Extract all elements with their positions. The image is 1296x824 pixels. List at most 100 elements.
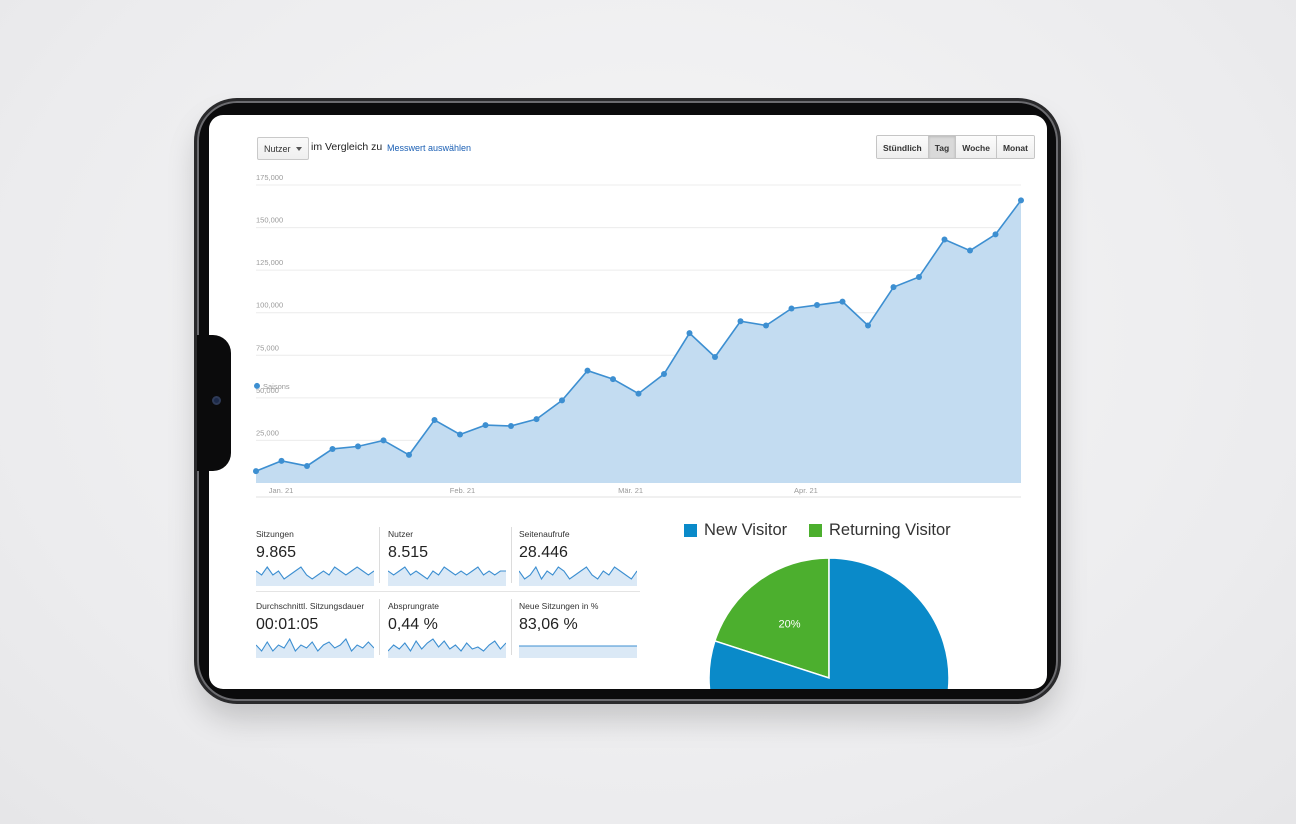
pie-data-label: 20% bbox=[778, 619, 800, 631]
period-day-button[interactable]: Tag bbox=[928, 136, 957, 158]
chevron-down-icon bbox=[296, 147, 302, 151]
y-tick-label: 150,000 bbox=[256, 216, 283, 225]
kpi-bounce-rate[interactable]: Absprungrate 0,44 % bbox=[388, 601, 514, 663]
compare-text: im Vergleich zu bbox=[311, 141, 383, 153]
legend-swatch bbox=[684, 524, 697, 537]
y-tick-label: 175,000 bbox=[256, 173, 283, 182]
kpi-label: Seitenaufrufe bbox=[519, 529, 570, 539]
kpi-sparkline bbox=[388, 638, 506, 658]
y-tick-label: 125,000 bbox=[256, 258, 283, 267]
pie-slice-new-visitor[interactable] bbox=[708, 557, 950, 689]
sparkline-line bbox=[256, 566, 374, 580]
kpi-label: Neue Sitzungen in % bbox=[519, 601, 599, 611]
data-point[interactable] bbox=[737, 318, 744, 325]
metric-select[interactable]: Nutzer bbox=[257, 137, 309, 160]
y-tick-label: 100,000 bbox=[256, 301, 283, 310]
data-point[interactable] bbox=[712, 353, 718, 360]
analytics-screen: Nutzer im Vergleich zu Messwert auswähle… bbox=[209, 115, 1047, 689]
sparkline-line bbox=[256, 638, 374, 652]
kpi-divider bbox=[511, 599, 512, 655]
data-point[interactable] bbox=[788, 305, 795, 312]
legend-swatch bbox=[809, 524, 822, 537]
kpi-users[interactable]: Nutzer 8.515 bbox=[388, 529, 514, 591]
data-point[interactable] bbox=[865, 322, 871, 329]
period-hourly-button[interactable]: Stündlich bbox=[877, 136, 929, 158]
x-tick-label: Jan. 21 bbox=[269, 486, 294, 495]
data-point[interactable] bbox=[686, 330, 693, 337]
kpi-new-sessions[interactable]: Neue Sitzungen in % 83,06 % bbox=[519, 601, 645, 663]
kpi-sparkline bbox=[388, 566, 506, 586]
data-point[interactable] bbox=[992, 231, 999, 238]
data-point[interactable] bbox=[890, 284, 897, 291]
data-point[interactable] bbox=[916, 273, 922, 280]
sparkline-fill bbox=[256, 567, 374, 586]
kpi-sparkline bbox=[256, 638, 374, 658]
sparkline-line bbox=[388, 638, 506, 653]
data-point[interactable] bbox=[1018, 197, 1024, 204]
data-point[interactable] bbox=[278, 457, 285, 464]
data-point[interactable] bbox=[763, 322, 769, 329]
data-point[interactable] bbox=[457, 431, 463, 438]
kpi-value: 83,06 % bbox=[519, 616, 578, 633]
data-point[interactable] bbox=[635, 390, 642, 397]
area-fill bbox=[256, 200, 1021, 483]
visitor-pie-chart: 20% bbox=[708, 557, 950, 689]
kpi-row-divider bbox=[256, 591, 640, 592]
data-point[interactable] bbox=[482, 422, 489, 429]
data-point[interactable] bbox=[304, 462, 310, 469]
x-tick-label: Feb. 21 bbox=[450, 486, 475, 495]
metric-select-value: Nutzer bbox=[264, 144, 291, 154]
kpi-avg-session-duration[interactable]: Durchschnittl. Sitzungsdauer 00:01:05 bbox=[256, 601, 382, 663]
data-point[interactable] bbox=[610, 376, 616, 383]
sparkline-fill bbox=[388, 639, 506, 658]
data-point[interactable] bbox=[329, 445, 336, 452]
data-point[interactable] bbox=[533, 416, 540, 423]
legend-marker bbox=[254, 382, 260, 389]
kpi-divider bbox=[511, 527, 512, 583]
kpi-divider bbox=[379, 527, 380, 583]
kpi-value: 0,44 % bbox=[388, 616, 438, 633]
y-tick-label: 75,000 bbox=[256, 343, 279, 352]
data-point[interactable] bbox=[431, 416, 438, 423]
y-tick-label: 50,000 bbox=[256, 386, 279, 395]
kpi-value: 8.515 bbox=[388, 544, 429, 561]
kpi-pageviews[interactable]: Seitenaufrufe 28.446 bbox=[519, 529, 645, 591]
kpi-divider bbox=[379, 599, 380, 655]
data-point[interactable] bbox=[380, 437, 387, 444]
legend-label: Returning Visitor bbox=[829, 521, 951, 539]
kpi-value: 00:01:05 bbox=[256, 616, 319, 633]
kpi-sparkline bbox=[519, 566, 637, 586]
kpi-sparkline bbox=[256, 566, 374, 586]
pie-legend-new-visitor: New Visitor bbox=[684, 521, 787, 540]
data-point[interactable] bbox=[584, 367, 591, 374]
kpi-sessions[interactable]: Sitzungen 9.865 bbox=[256, 529, 382, 591]
kpi-label: Nutzer bbox=[388, 529, 414, 539]
data-point[interactable] bbox=[559, 397, 565, 404]
y-tick-label: 25,000 bbox=[256, 428, 279, 437]
sparkline-fill bbox=[519, 567, 637, 586]
select-metric-link[interactable]: Messwert auswählen bbox=[387, 143, 472, 153]
data-point[interactable] bbox=[941, 236, 948, 243]
kpi-label: Absprungrate bbox=[388, 601, 440, 611]
data-point[interactable] bbox=[508, 422, 514, 429]
data-point[interactable] bbox=[839, 298, 846, 305]
kpi-label: Sitzungen bbox=[256, 529, 294, 539]
data-point[interactable] bbox=[814, 302, 820, 309]
sparkline-line bbox=[519, 566, 637, 581]
pie-slice-returning-visitor[interactable] bbox=[713, 557, 830, 680]
period-week-button[interactable]: Woche bbox=[956, 136, 997, 158]
sparkline-fill bbox=[519, 646, 637, 658]
data-point[interactable] bbox=[253, 468, 259, 475]
period-month-button[interactable]: Monat bbox=[996, 136, 1034, 158]
sparkline-fill bbox=[388, 567, 506, 586]
legend-label: Saisons bbox=[263, 382, 290, 391]
data-point[interactable] bbox=[406, 451, 412, 458]
kpi-label: Durchschnittl. Sitzungsdauer bbox=[256, 601, 365, 611]
data-point[interactable] bbox=[967, 247, 973, 254]
pie-legend-returning-visitor: Returning Visitor bbox=[809, 521, 951, 540]
legend-label: New Visitor bbox=[704, 521, 788, 539]
data-point[interactable] bbox=[355, 443, 361, 450]
sparkline-fill bbox=[256, 639, 374, 658]
sparkline-line bbox=[388, 566, 506, 580]
data-point[interactable] bbox=[661, 371, 667, 378]
